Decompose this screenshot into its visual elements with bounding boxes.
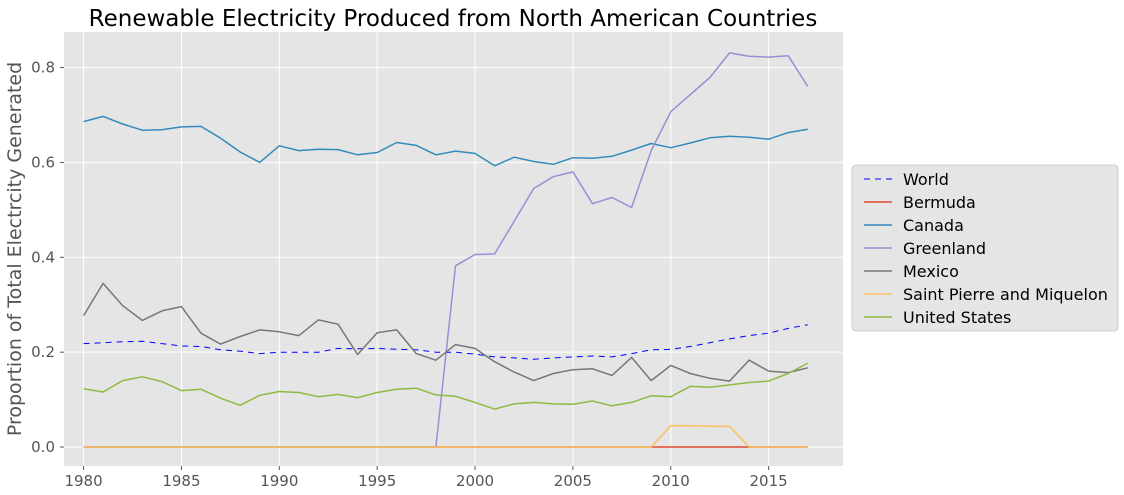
series-line-united-states [83,362,809,410]
y-tick-label: 0.4 [31,248,55,266]
legend-label: Mexico [903,262,959,281]
legend-label: Canada [903,216,964,235]
chart-title: Renewable Electricity Produced from Nort… [89,6,818,32]
legend-label: Greenland [903,239,986,258]
y-tick-label: 0.0 [31,438,55,456]
legend-label: Bermuda [903,193,976,212]
series-lines [82,52,809,448]
y-axis-label: Proportion of Total Electrcity Generated [4,62,26,436]
legend-label: Saint Pierre and Miquelon [903,285,1108,304]
legend-box [851,164,1119,332]
legend: World Bermuda Canada Greenland Mexico Saint P… [851,164,1119,332]
series-line-canada [83,115,808,167]
x-tick-label: 1990 [260,472,298,490]
series-line-saint-pierre-and-miquelon [83,424,808,448]
x-tick-label: 2010 [652,472,690,490]
x-tick-label: 1995 [358,472,396,490]
legend-label: World [903,170,949,189]
y-tick-label: 0.2 [31,343,55,361]
legend-label: United States [903,308,1011,327]
plot-area [64,32,843,466]
x-tick-label: 1985 [162,472,200,490]
y-tick-label: 0.6 [31,153,55,171]
series-line-mexico [82,282,808,382]
x-tick-label: 2015 [750,472,788,490]
x-axis-ticks: 1980 1985 1990 1995 2000 2005 2010 2015 [64,466,788,490]
y-axis-ticks: 0.0 0.2 0.4 0.6 0.8 [31,59,64,456]
x-tick-label: 2005 [554,472,592,490]
y-tick-label: 0.8 [31,59,55,77]
x-tick-label: 1980 [64,472,102,490]
x-tick-label: 2000 [456,472,494,490]
